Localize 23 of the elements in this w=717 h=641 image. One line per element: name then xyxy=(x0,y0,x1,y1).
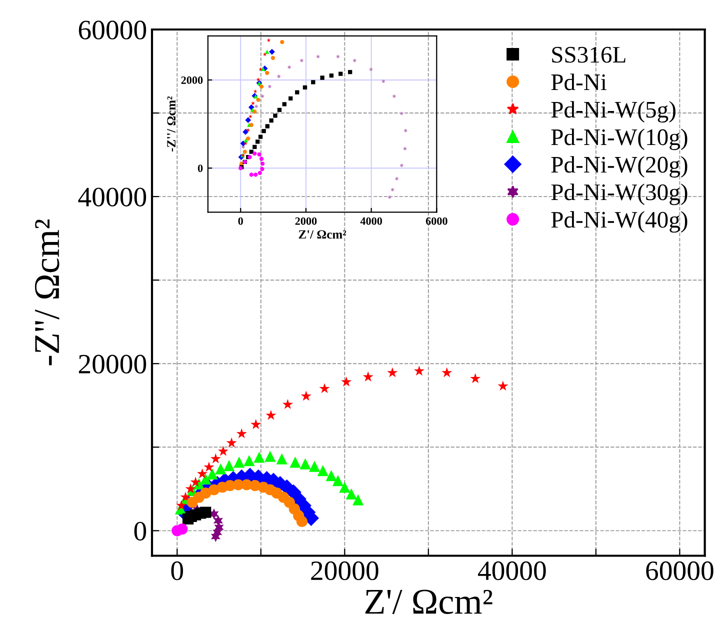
y-tick-label: 0 xyxy=(134,522,146,541)
legend-label: Pd-Ni xyxy=(551,74,607,90)
x-tick-label: 4000 xyxy=(360,217,382,225)
legend-label: SS316L xyxy=(552,46,626,63)
y-tick-label: 20000 xyxy=(78,354,146,374)
legend-label: Pd-Ni-W(20g) xyxy=(551,156,688,178)
legend-label: Pd-Ni-W(10g) xyxy=(551,128,688,150)
y-tick-label: 60000 xyxy=(78,20,146,40)
y-tick-label: 40000 xyxy=(78,188,146,206)
legend-label: Pd-Ni-W(40g) xyxy=(551,211,688,233)
x-axis-title: Z'/ Ωcm² xyxy=(298,230,346,239)
x-tick-label: 6000 xyxy=(426,217,448,225)
x-tick-label: 0 xyxy=(238,217,243,225)
legend-label: Pd-Ni-W(30g) xyxy=(551,184,688,206)
x-tick-label: 20000 xyxy=(311,561,378,580)
x-tick-label: 40000 xyxy=(478,561,546,580)
x-tick-label: 60000 xyxy=(646,561,714,580)
legend-label: Pd-Ni-W(5g) xyxy=(551,101,676,123)
y-axis-title: -Z''/ Ωcm² xyxy=(34,219,60,366)
x-tick-label: 0 xyxy=(171,561,184,580)
x-tick-label: 2000 xyxy=(295,217,317,225)
y-axis-title: -Z''/ Ωcm² xyxy=(167,96,176,152)
x-axis-title: Z'/ Ωcm² xyxy=(365,590,492,614)
